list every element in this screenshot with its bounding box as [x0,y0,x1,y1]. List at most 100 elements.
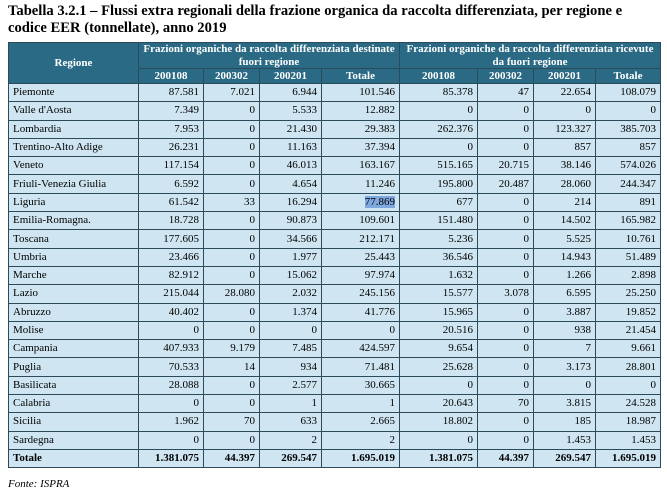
value-cell[interactable]: 47 [477,82,534,103]
value-cell[interactable]: 0 [138,394,204,414]
value-cell[interactable]: 87.581 [138,82,204,103]
value-cell[interactable]: 9.179 [203,339,260,359]
value-cell[interactable]: 0 [477,412,534,432]
value-cell[interactable]: 70.533 [138,357,204,377]
value-cell[interactable]: 10.761 [594,229,662,249]
value-cell[interactable]: 2.665 [321,412,400,432]
value-cell[interactable]: 77.869 [321,192,400,213]
value-cell[interactable]: 0 [477,265,534,286]
value-cell[interactable]: 0 [203,211,260,231]
value-cell[interactable]: 215.044 [138,284,204,304]
value-cell[interactable]: 14.502 [533,211,596,231]
value-cell[interactable]: 6.592 [138,174,204,194]
value-cell[interactable]: 24.528 [594,394,662,414]
value-cell[interactable]: 18.987 [594,412,662,432]
value-cell[interactable]: 109.601 [321,211,400,231]
value-cell[interactable]: 12.882 [321,101,400,121]
value-cell[interactable]: 16.294 [259,192,322,213]
value-cell[interactable]: 97.974 [321,265,400,286]
value-cell[interactable]: 15.062 [259,265,322,286]
value-cell[interactable]: 20.487 [477,174,534,194]
value-cell[interactable]: 29.383 [321,119,400,139]
region-cell[interactable]: Marche [8,265,139,286]
value-cell[interactable]: 26.231 [138,137,204,158]
value-cell[interactable]: 15.965 [399,302,478,322]
value-cell[interactable]: 1.453 [594,430,662,450]
value-cell[interactable]: 262.376 [399,119,478,139]
value-cell[interactable]: 214 [533,192,596,213]
value-cell[interactable]: 633 [259,412,322,432]
value-cell[interactable]: 857 [594,137,662,158]
value-cell[interactable]: 5.525 [533,229,596,249]
value-cell[interactable]: 37.394 [321,137,400,158]
value-cell[interactable]: 0 [477,101,534,121]
value-cell[interactable]: 25.443 [321,247,400,267]
region-cell[interactable]: Friuli-Venezia Giulia [8,174,139,194]
value-cell[interactable]: 108.079 [594,82,662,103]
value-cell[interactable]: 0 [321,320,400,341]
value-cell[interactable]: 1.266 [533,265,596,286]
region-cell[interactable]: Valle d'Aosta [8,101,139,121]
value-cell[interactable]: 28.080 [203,284,260,304]
value-cell[interactable]: 0 [138,430,204,450]
value-cell[interactable]: 0 [399,101,478,121]
value-cell[interactable]: 5.236 [399,229,478,249]
value-cell[interactable]: 1.374 [259,302,322,322]
value-cell[interactable]: 0 [203,265,260,286]
value-cell[interactable]: 1 [259,394,322,414]
value-cell[interactable]: 0 [399,430,478,450]
value-cell[interactable]: 25.250 [594,284,662,304]
value-cell[interactable]: 891 [594,192,662,213]
value-cell[interactable]: 244.347 [594,174,662,194]
value-cell[interactable]: 2.898 [594,265,662,286]
value-cell[interactable]: 46.013 [259,156,322,176]
value-cell[interactable]: 21.454 [594,320,662,341]
value-cell[interactable]: 515.165 [399,156,478,176]
value-cell[interactable]: 0 [477,357,534,377]
value-cell[interactable]: 3.078 [477,284,534,304]
region-cell[interactable]: Campania [8,339,139,359]
value-cell[interactable]: 2 [321,430,400,450]
value-cell[interactable]: 0 [203,320,260,341]
value-cell[interactable]: 21.430 [259,119,322,139]
value-cell[interactable]: 0 [203,101,260,121]
value-cell[interactable]: 51.489 [594,247,662,267]
value-cell[interactable]: 407.933 [138,339,204,359]
value-cell[interactable]: 19.852 [594,302,662,322]
value-cell[interactable]: 34.566 [259,229,322,249]
value-cell[interactable]: 0 [203,156,260,176]
value-cell[interactable]: 0 [533,375,596,396]
value-cell[interactable]: 18.728 [138,211,204,231]
region-cell[interactable]: Basilicata [8,375,139,396]
value-cell[interactable]: 1.632 [399,265,478,286]
value-cell[interactable]: 20.516 [399,320,478,341]
value-cell[interactable]: 0 [203,302,260,322]
value-cell[interactable]: 385.703 [594,119,662,139]
value-cell[interactable]: 82.912 [138,265,204,286]
value-cell[interactable]: 28.060 [533,174,596,194]
value-cell[interactable]: 7.349 [138,101,204,121]
value-cell[interactable]: 20.715 [477,156,534,176]
value-cell[interactable]: 0 [203,174,260,194]
value-cell[interactable]: 151.480 [399,211,478,231]
value-cell[interactable]: 3.173 [533,357,596,377]
value-cell[interactable]: 85.378 [399,82,478,103]
value-cell[interactable]: 14.943 [533,247,596,267]
value-cell[interactable]: 938 [533,320,596,341]
value-cell[interactable]: 1.977 [259,247,322,267]
value-cell[interactable]: 15.577 [399,284,478,304]
value-cell[interactable]: 0 [203,394,260,414]
value-cell[interactable]: 7 [533,339,596,359]
value-cell[interactable]: 1 [321,394,400,414]
value-cell[interactable]: 0 [533,101,596,121]
value-cell[interactable]: 0 [477,430,534,450]
value-cell[interactable]: 11.246 [321,174,400,194]
value-cell[interactable]: 3.887 [533,302,596,322]
value-cell[interactable]: 0 [399,137,478,158]
value-cell[interactable]: 1.962 [138,412,204,432]
region-cell[interactable]: Lazio [8,284,139,304]
value-cell[interactable]: 574.026 [594,156,662,176]
value-cell[interactable]: 28.801 [594,357,662,377]
value-cell[interactable]: 0 [138,320,204,341]
value-cell[interactable]: 6.944 [259,82,322,103]
